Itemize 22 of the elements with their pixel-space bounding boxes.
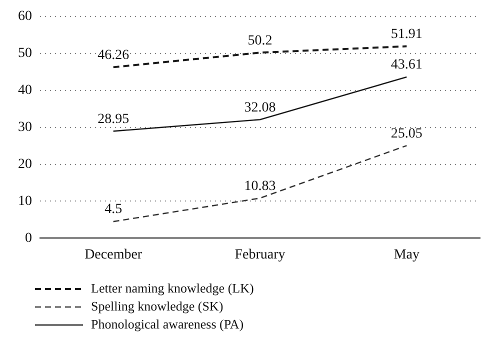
data-label: 28.95 xyxy=(98,112,130,127)
data-label: 32.08 xyxy=(244,100,276,116)
data-label: 50.2 xyxy=(248,33,272,48)
y-tick-label: 20 xyxy=(18,156,32,172)
legend-label: Letter naming knowledge (LK) xyxy=(91,280,254,296)
data-label: 25.05 xyxy=(390,126,422,142)
legend-label: Spelling knowledge (SK) xyxy=(91,298,224,314)
data-label: 46.26 xyxy=(98,48,130,63)
x-tick-label: February xyxy=(234,247,286,262)
y-tick-label: 30 xyxy=(18,120,32,135)
legend-label: Phonological awareness (PA) xyxy=(91,316,244,332)
data-label: 43.61 xyxy=(390,58,422,73)
x-tick-label: December xyxy=(84,247,142,262)
y-tick-label: 60 xyxy=(18,9,32,24)
data-label: 4.5 xyxy=(104,202,122,218)
y-tick-label: 10 xyxy=(18,194,32,209)
data-label: 51.91 xyxy=(390,26,422,42)
x-tick-label: May xyxy=(394,247,420,262)
y-tick-label: 0 xyxy=(25,230,32,246)
data-label: 10.83 xyxy=(244,178,276,194)
y-tick-label: 40 xyxy=(18,83,32,98)
y-tick-label: 50 xyxy=(18,46,32,62)
